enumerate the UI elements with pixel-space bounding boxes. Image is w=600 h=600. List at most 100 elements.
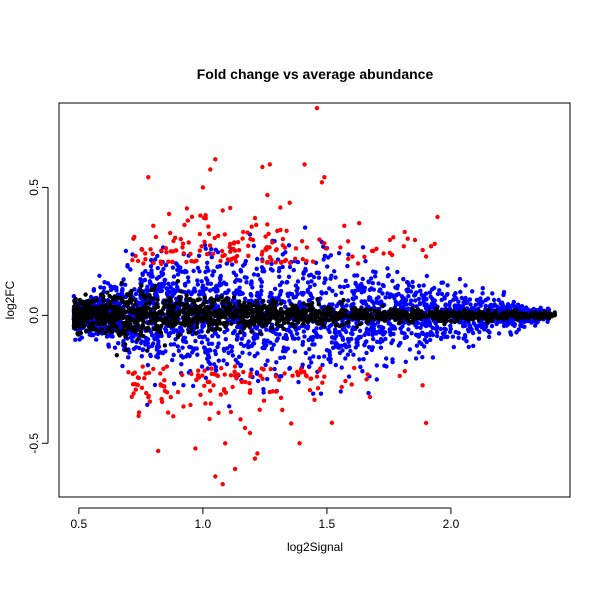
data-point — [173, 301, 179, 306]
data-point — [345, 352, 351, 357]
data-point — [242, 300, 247, 305]
data-point — [170, 265, 176, 270]
data-point — [269, 326, 274, 331]
data-point — [198, 303, 203, 309]
data-point — [247, 381, 252, 386]
data-point — [320, 380, 325, 385]
data-point — [143, 257, 148, 262]
data-point — [265, 308, 270, 313]
data-point — [403, 359, 408, 364]
data-point — [195, 321, 200, 326]
data-point — [246, 339, 251, 344]
data-point — [367, 287, 372, 292]
data-point — [163, 263, 169, 268]
data-point — [297, 311, 302, 317]
data-point — [242, 275, 247, 280]
data-point — [274, 389, 279, 394]
data-point — [258, 277, 263, 282]
data-point — [123, 248, 129, 254]
data-point — [336, 251, 342, 256]
data-point — [143, 302, 149, 307]
data-point — [381, 251, 386, 256]
data-point — [207, 309, 212, 314]
data-point — [351, 291, 356, 297]
data-point — [269, 300, 274, 306]
data-point — [221, 358, 226, 363]
data-point — [306, 364, 312, 369]
data-point — [147, 300, 152, 305]
data-point — [96, 321, 101, 326]
data-point — [339, 365, 344, 370]
data-point — [428, 244, 434, 249]
data-point — [486, 313, 491, 318]
data-point — [122, 342, 128, 347]
data-point — [144, 288, 149, 293]
data-point — [75, 323, 80, 328]
data-point — [370, 332, 375, 338]
data-point — [417, 301, 423, 306]
data-point — [430, 325, 435, 331]
data-point — [243, 379, 248, 385]
data-point — [288, 329, 293, 335]
data-point — [376, 295, 381, 300]
data-point — [198, 392, 203, 397]
data-point — [145, 348, 150, 353]
data-point — [483, 297, 488, 303]
data-point — [193, 289, 198, 294]
data-point — [97, 316, 103, 322]
data-point — [254, 304, 259, 309]
data-point — [286, 274, 292, 279]
data-point — [258, 292, 263, 297]
data-point — [210, 327, 215, 332]
data-point — [327, 329, 332, 335]
data-point — [89, 333, 94, 338]
data-point — [313, 308, 318, 314]
data-point — [370, 280, 375, 286]
data-point — [337, 284, 343, 289]
data-point — [212, 319, 218, 324]
data-point — [228, 344, 233, 349]
data-point — [500, 302, 505, 307]
data-point — [194, 314, 199, 319]
data-point — [316, 302, 321, 307]
data-point — [338, 301, 343, 306]
data-point — [125, 292, 131, 297]
data-point — [166, 211, 172, 217]
data-point — [197, 308, 202, 314]
data-point — [424, 273, 430, 279]
data-point — [364, 316, 369, 321]
data-point — [358, 364, 363, 370]
data-point — [278, 355, 283, 361]
data-point — [315, 333, 320, 338]
data-point — [258, 373, 263, 378]
data-point — [278, 227, 283, 233]
data-point — [325, 305, 330, 310]
data-point — [73, 311, 78, 316]
data-point — [106, 342, 111, 347]
data-point — [444, 318, 449, 323]
data-point — [337, 329, 342, 335]
data-point — [394, 310, 399, 315]
data-point — [115, 306, 120, 312]
data-point — [216, 410, 221, 415]
data-point — [317, 237, 322, 242]
data-point — [222, 372, 227, 377]
data-point — [344, 329, 349, 335]
data-point — [319, 180, 325, 185]
data-point — [294, 369, 300, 375]
data-point — [235, 324, 240, 330]
data-point — [183, 354, 189, 359]
data-point — [194, 325, 200, 330]
data-point — [463, 283, 468, 288]
data-point — [266, 231, 271, 236]
data-point — [300, 292, 305, 297]
data-point — [155, 328, 160, 333]
data-point — [321, 306, 326, 312]
data-point — [320, 362, 325, 368]
data-point — [151, 287, 156, 293]
data-point — [195, 278, 200, 283]
data-point — [213, 351, 218, 357]
data-point — [86, 298, 92, 303]
data-point — [216, 233, 221, 238]
data-point — [143, 371, 148, 376]
